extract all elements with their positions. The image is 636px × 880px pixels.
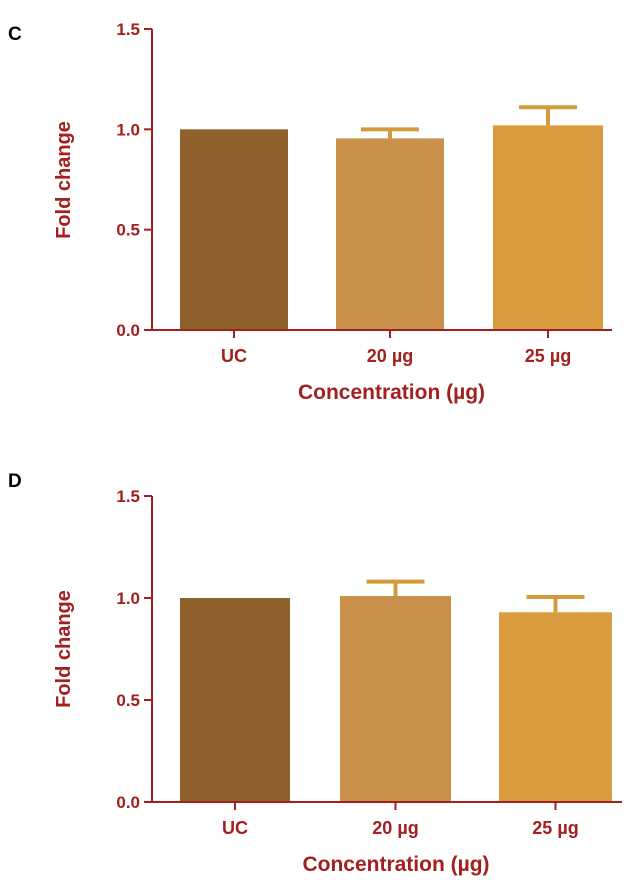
panel-c-label: C bbox=[8, 24, 22, 45]
panel-c-y-tick-label-0: 0.0 bbox=[116, 321, 140, 340]
panel-c-x-axis-title: Concentration (µg) bbox=[298, 381, 485, 404]
panel-d-x-tick-label-1: 20 µg bbox=[372, 818, 418, 838]
panel-c-y-tick-label-2: 1.0 bbox=[116, 120, 140, 139]
panel-d-y-tick-label-0: 0.0 bbox=[116, 793, 140, 812]
panel-c-y-tick-label-1: 0.5 bbox=[116, 221, 140, 240]
panel-c-x-tick-label-1: 20 µg bbox=[367, 346, 413, 366]
panel-d-bar-3 bbox=[499, 612, 612, 802]
panel-c-y-tick-label-3: 1.5 bbox=[116, 20, 140, 39]
panel-c-x-tick-label-0: UC bbox=[221, 346, 247, 366]
panel-d-x-tick-label-0: UC bbox=[222, 818, 248, 838]
panel-c-bar-1 bbox=[180, 129, 288, 330]
panel-d-bar-2 bbox=[340, 595, 451, 802]
panel-d-x-axis-title: Concentration (µg) bbox=[302, 853, 489, 876]
panel-d-x-tick-label-2: 25 µg bbox=[532, 818, 578, 838]
panel-d-y-tick-label-3: 1.5 bbox=[116, 487, 140, 506]
panel-d-y-tick-label-2: 1.0 bbox=[116, 589, 140, 608]
panel-d-y-tick-label-1: 0.5 bbox=[116, 691, 140, 710]
panel-c-y-axis-title: Fold change bbox=[53, 121, 75, 239]
panel-c-bar-3 bbox=[493, 125, 603, 330]
panel-c-x-tick-label-2: 25 µg bbox=[525, 346, 571, 366]
panel-d-bar-1 bbox=[180, 598, 290, 802]
panel-d-y-axis-title: Fold change bbox=[53, 590, 75, 708]
panel-d-label: D bbox=[8, 471, 22, 492]
panel-c-bar-2 bbox=[336, 138, 444, 330]
